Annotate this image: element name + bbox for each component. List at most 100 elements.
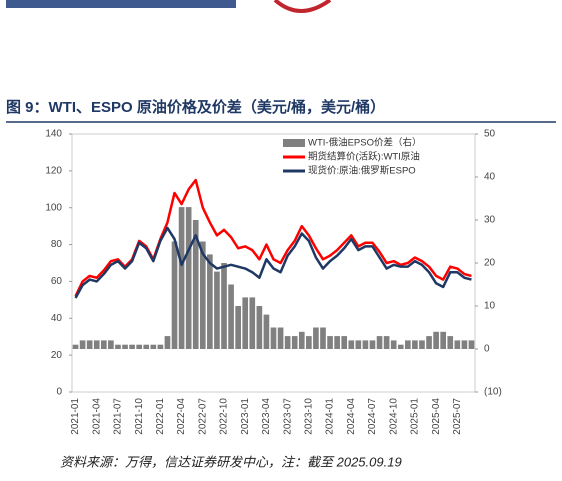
spread-bar (334, 336, 340, 349)
spread-bar (397, 344, 404, 349)
y2-tick-label: 40 (484, 172, 496, 183)
y2-tick-label: 20 (484, 258, 496, 269)
x-tick-label: 2025-07 (452, 398, 463, 435)
spread-bar (129, 344, 135, 349)
spread-bar (100, 340, 107, 349)
spread-bar (298, 331, 305, 349)
source-note: 资料来源：万得，信达证券研发中心，注：截至 2025.09.19 (60, 454, 402, 469)
spread-bar (115, 344, 121, 349)
spread-bar (256, 306, 263, 349)
spread-bar (157, 344, 164, 349)
legend-label: 期货结算价(活跃):WTI原油 (308, 151, 420, 163)
spread-bar (143, 344, 150, 349)
y2-tick-label: 10 (484, 301, 496, 312)
chart-title: 图 9：WTI、ESPO 原油价格及价差（美元/桶，美元/桶） (6, 98, 385, 116)
spread-bar (461, 340, 468, 349)
spread-bar (362, 340, 369, 349)
spread-bar (419, 340, 425, 349)
x-tick-label: 2023-10 (303, 398, 314, 435)
spread-bar (122, 344, 128, 349)
x-tick-label: 2024-01 (325, 398, 336, 435)
y2-tick-label: 30 (484, 215, 496, 226)
spread-bar (263, 314, 270, 349)
x-tick-label: 2021-10 (134, 398, 145, 435)
legend-label: 现货价:原油:俄罗斯ESPO (308, 165, 416, 177)
spread-bar (242, 297, 249, 349)
spread-bar (249, 297, 256, 349)
x-tick-label: 2022-04 (176, 398, 187, 435)
spread-bar (447, 336, 454, 349)
spread-bar (277, 327, 284, 349)
spread-bar (440, 331, 447, 349)
y2-tick-label: 0 (484, 344, 490, 355)
spread-bar (433, 331, 439, 349)
spread-bar (207, 254, 213, 349)
spread-bar (178, 207, 185, 349)
spread-bar (341, 336, 348, 349)
x-tick-label: 2023-01 (240, 398, 251, 435)
spread-bar (468, 340, 475, 349)
spread-bar (185, 207, 192, 349)
spread-bar (306, 336, 312, 349)
x-tick-label: 2023-04 (261, 398, 272, 435)
spread-bar (320, 327, 326, 349)
x-tick-label: 2023-07 (282, 398, 293, 435)
x-tick-label: 2025-04 (431, 398, 442, 435)
spread-bar (108, 340, 114, 349)
spread-bar (348, 340, 355, 349)
y-tick-label: 120 (45, 165, 62, 176)
spread-bar (192, 220, 199, 349)
spread-bar (199, 241, 206, 349)
header-bar (6, 0, 236, 8)
y-tick-label: 100 (45, 202, 62, 213)
y-tick-label: 140 (45, 129, 62, 140)
spread-bar (355, 340, 362, 349)
spread-bar (93, 340, 100, 349)
y-tick-label: 80 (51, 239, 63, 250)
logo (273, 0, 332, 13)
spread-bar (136, 344, 142, 349)
spread-bar (171, 241, 178, 349)
x-tick-label: 2024-04 (346, 398, 357, 435)
spread-bar (164, 336, 171, 349)
spread-bar (228, 284, 234, 349)
x-tick-label: 2025-01 (410, 398, 421, 435)
y-tick-label: 60 (51, 276, 63, 287)
spread-bar (313, 327, 319, 349)
x-tick-label: 2022-07 (197, 398, 208, 435)
spread-bar (235, 306, 241, 349)
x-tick-label: 2024-07 (367, 398, 378, 435)
spread-bar (291, 336, 298, 349)
spread-bar (284, 336, 291, 349)
spread-bar (327, 336, 333, 349)
spread-bar (72, 344, 79, 349)
spread-bar (454, 340, 461, 349)
legend-swatch (283, 139, 305, 147)
spread-bar (214, 271, 220, 349)
x-tick-label: 2021-01 (70, 398, 81, 435)
spread-bar (270, 327, 277, 349)
spread-bar (383, 336, 390, 349)
spread-bar (86, 340, 93, 349)
y-tick-label: 40 (51, 313, 63, 324)
x-tick-label: 2021-07 (113, 398, 124, 435)
y-tick-label: 0 (56, 387, 62, 398)
x-tick-label: 2022-01 (155, 398, 166, 435)
x-tick-label: 2021-04 (91, 398, 102, 435)
spread-bar (79, 340, 86, 349)
legend-label: WTI-俄油EPSO价差（右） (308, 137, 421, 149)
spread-bar (221, 263, 227, 349)
spread-bar (426, 336, 432, 349)
x-tick-label: 2024-10 (388, 398, 399, 435)
price-line (74, 226, 472, 299)
spread-bar (376, 336, 383, 349)
spread-bar (369, 340, 376, 349)
spread-bar (412, 340, 418, 349)
spread-bar (405, 340, 411, 349)
y-tick-label: 20 (51, 350, 63, 361)
spread-bar (150, 344, 157, 349)
y2-tick-label: (10) (484, 387, 502, 398)
y2-tick-label: 50 (484, 129, 496, 140)
